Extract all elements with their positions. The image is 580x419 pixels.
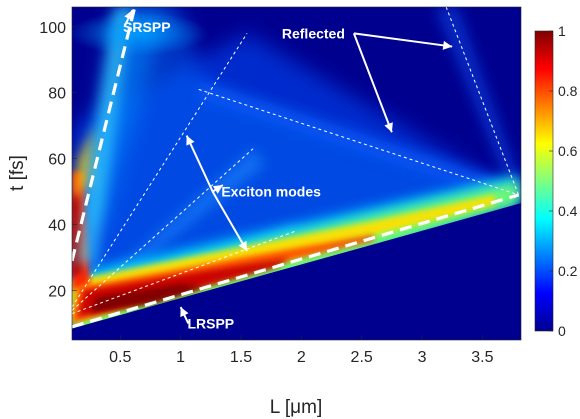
plot-area	[72, 7, 521, 340]
x-tick-label: 1	[176, 349, 185, 366]
colorbar: 0 0.2 0.4 0.6 0.8 1	[534, 23, 578, 339]
annotation-arrow-head	[238, 240, 248, 251]
mode-lines	[72, 7, 520, 329]
y-tick-label: 100	[39, 20, 66, 37]
annotation-arrow-head	[186, 135, 195, 146]
plot-frame	[71, 6, 522, 341]
colorbar-tick-label: 1	[558, 23, 566, 39]
y-tick-label: 80	[48, 86, 66, 103]
annotation-srspp: SRSPP	[123, 19, 170, 35]
annotation-lrspp: LRSPP	[187, 316, 234, 332]
mode-line-exciton-mode-2	[72, 148, 254, 311]
annotation-arrow	[211, 191, 248, 252]
mode-line-exciton-mode-1	[72, 33, 248, 308]
y-axis-label: t [fs]	[7, 155, 28, 191]
annotations: SRSPP Reflected Exciton modes LRSPP	[123, 9, 453, 332]
annotation-arrow	[353, 32, 453, 48]
y-tick-label: 60	[48, 152, 66, 169]
mode-line-reflected-1	[198, 88, 519, 196]
annotation-arrow-head	[384, 122, 393, 133]
y-tick-label: 20	[48, 284, 66, 301]
colorbar-tick-label: 0.8	[558, 83, 578, 99]
intensity-field	[72, 7, 521, 340]
annotation-arrow	[185, 135, 214, 193]
x-axis-ticks: 0.5 1 1.5 2 2.5 3 3.5	[109, 335, 494, 366]
colorbar-gradient	[534, 30, 554, 332]
colorbar-tick-label: 0	[558, 323, 566, 339]
annotation-arrow-head	[212, 185, 223, 194]
annotation-arrow-head	[124, 10, 133, 21]
lrspp-orange	[72, 234, 374, 324]
dark-region	[72, 203, 521, 340]
annotation-arrow-head	[180, 307, 189, 318]
x-tick-label: 1.5	[230, 349, 252, 366]
colorbar-tick-label: 0.2	[558, 263, 578, 279]
mode-line-exciton-mode-3	[72, 230, 296, 315]
mode-line-lrspp	[72, 193, 520, 329]
annotation-arrow	[352, 33, 393, 133]
mode-line-srspp	[72, 7, 137, 262]
lrspp-core	[90, 283, 205, 314]
annotation-exciton-modes: Exciton modes	[221, 184, 321, 200]
reflected-band-2	[434, 7, 521, 199]
x-tick-label: 3.5	[471, 349, 493, 366]
x-axis-label: L [μm]	[270, 397, 322, 418]
x-tick-label: 0.5	[109, 349, 131, 366]
y-tick-label: 40	[48, 218, 66, 235]
x-tick-label: 2.5	[351, 349, 373, 366]
colorbar-tick-label: 0.4	[558, 203, 578, 219]
y-axis-ticks: 20 40 60 80 100	[39, 20, 77, 301]
colorbar-ticks: 0 0.2 0.4 0.6 0.8 1	[549, 23, 578, 339]
colorbar-tick-label: 0.6	[558, 143, 578, 159]
x-tick-label: 2	[297, 349, 306, 366]
top-glow	[72, 11, 209, 56]
x-tick-label: 3	[418, 349, 427, 366]
annotation-reflected: Reflected	[282, 25, 345, 41]
annotation-arrow-head	[442, 40, 453, 50]
